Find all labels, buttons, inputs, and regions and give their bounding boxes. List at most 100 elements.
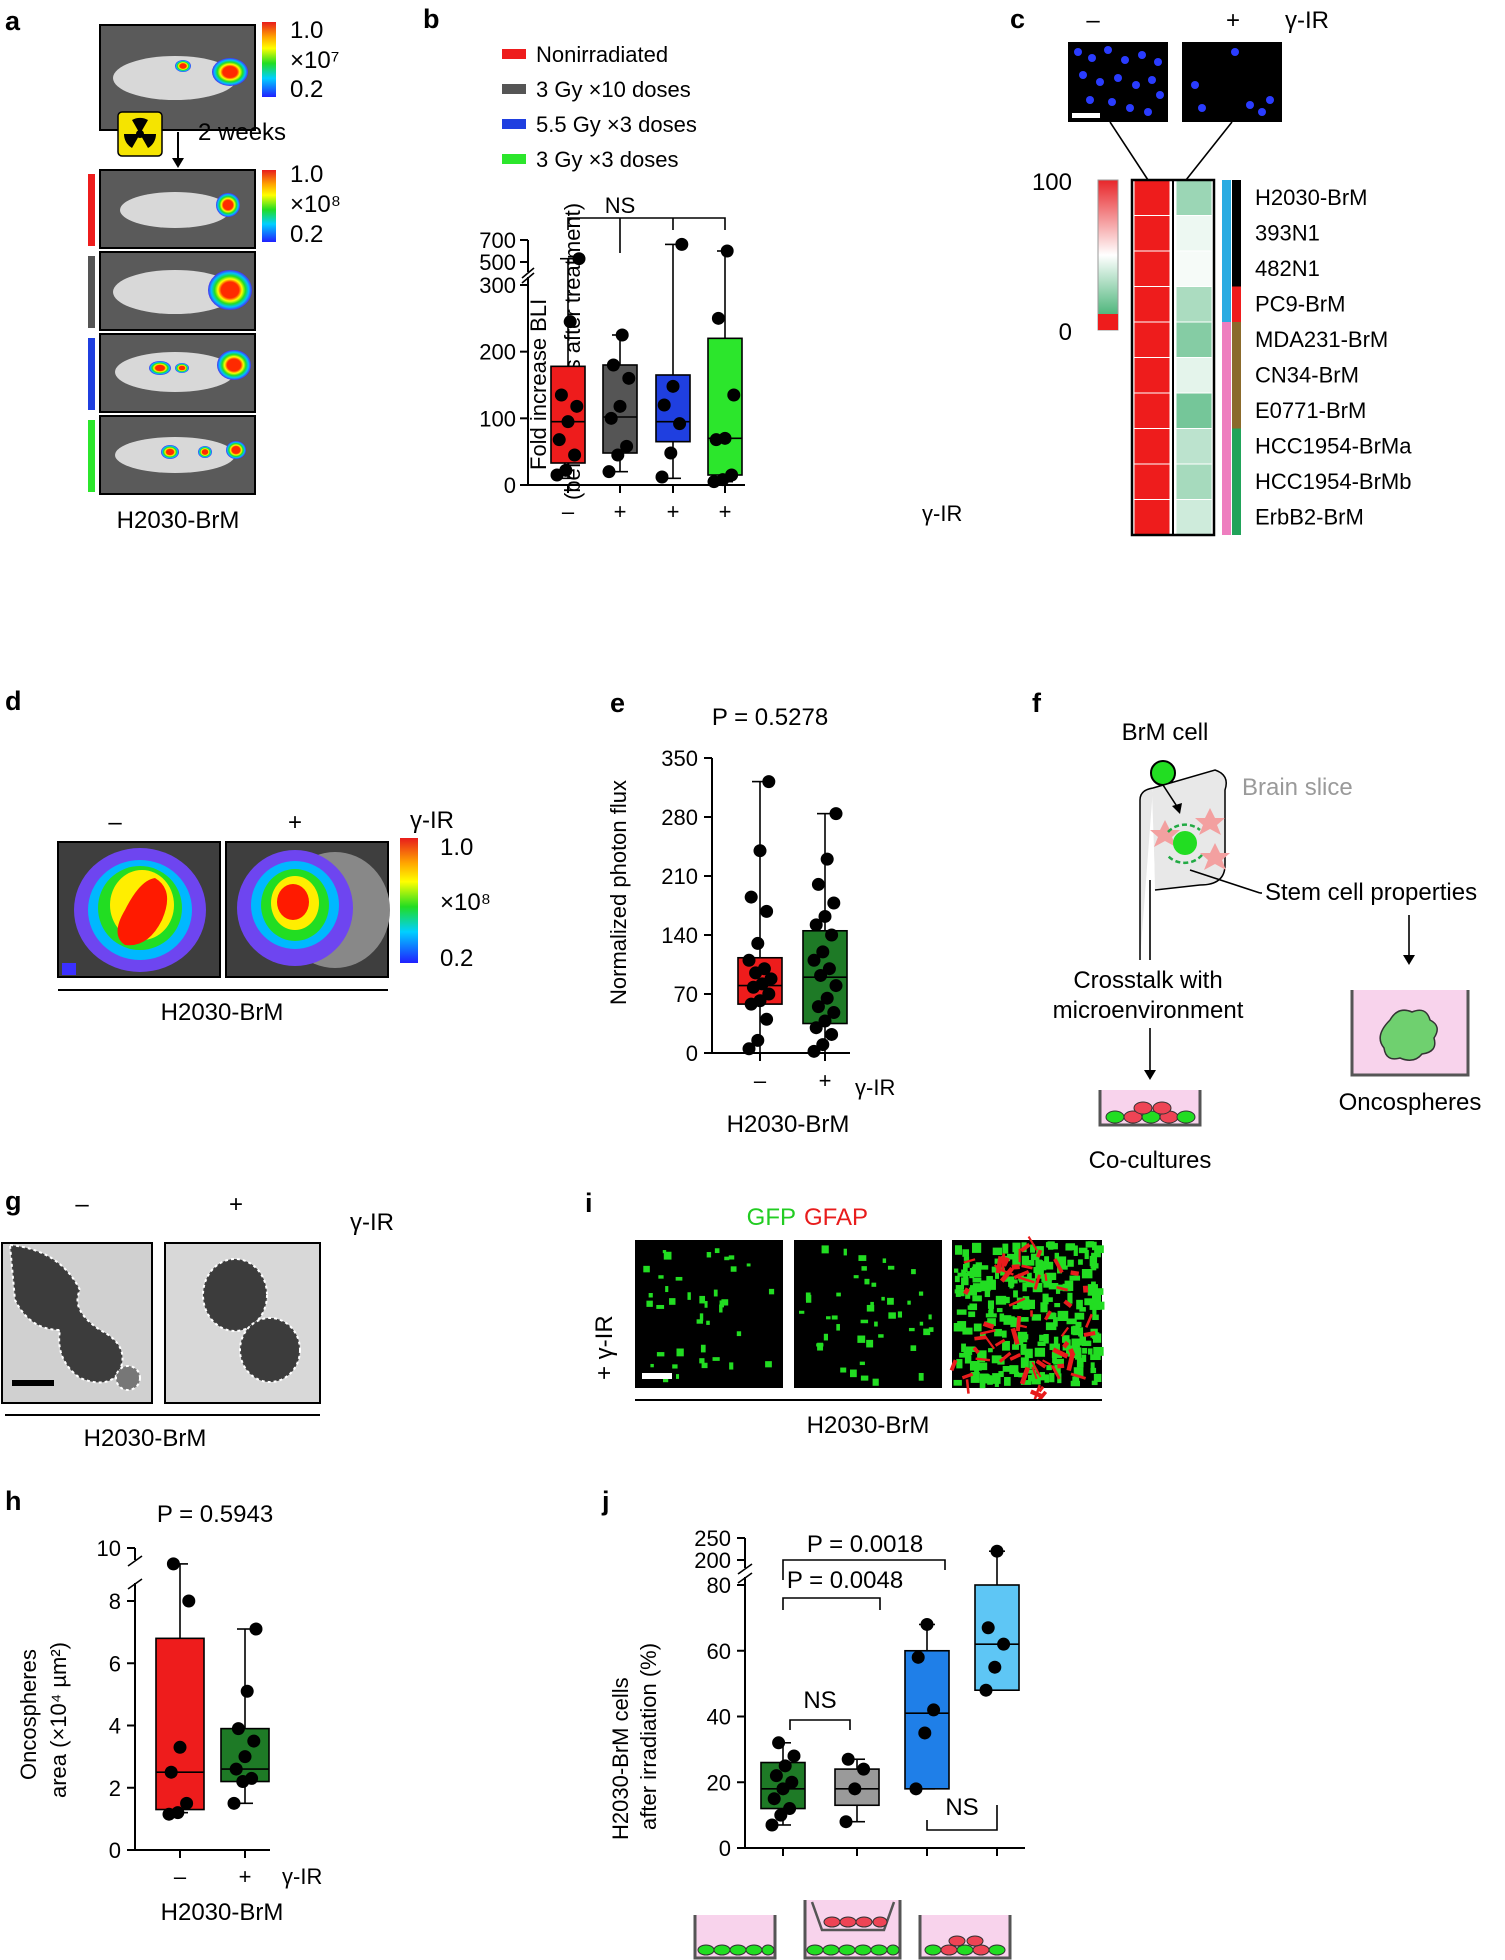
stat-label: NS: [605, 193, 636, 218]
bli-signal: [62, 963, 76, 975]
gfap-fiber: [1019, 1242, 1031, 1253]
legend-swatch: [502, 154, 526, 164]
gfp-speck: [1056, 1256, 1067, 1266]
gfp-speck: [1081, 1354, 1087, 1362]
y-tick-label: 20: [707, 1770, 731, 1795]
gfp-speck: [648, 1293, 653, 1298]
gfap-fiber: [1017, 1276, 1035, 1284]
x-tick-label: +: [614, 499, 627, 524]
gfp-speck: [1071, 1338, 1080, 1348]
gfp-speck: [1076, 1299, 1083, 1310]
gfap-fiber: [1031, 1361, 1042, 1378]
mouse-body: [115, 352, 235, 392]
panel-caption: H2030-BrM: [84, 1425, 207, 1452]
gfp-speck: [961, 1277, 969, 1286]
data-point: [166, 1557, 180, 1571]
gfp-speck: [962, 1327, 973, 1335]
gfp-speck: [1027, 1374, 1033, 1382]
scale-min: 0.2: [440, 945, 473, 972]
heatmap-cell: [1175, 392, 1213, 429]
data-point: [979, 1683, 993, 1697]
gfp-speck: [1054, 1252, 1060, 1263]
gfp-speck: [1012, 1344, 1019, 1350]
data-point: [818, 909, 832, 923]
gfp-speck: [1018, 1372, 1027, 1378]
axis-break: [521, 267, 535, 284]
y-tick-label: 500: [479, 250, 516, 275]
micrograph-1: [635, 1240, 783, 1388]
gfap-fiber: [1018, 1248, 1021, 1263]
gfp-speck: [1019, 1317, 1029, 1322]
heatmap-cell: [1133, 463, 1171, 500]
gfp-speck: [1091, 1252, 1101, 1258]
gfp-speck: [669, 1298, 676, 1305]
box: [904, 1649, 950, 1790]
gfp-speck: [1073, 1245, 1078, 1256]
gfp-speck: [713, 1289, 718, 1297]
gfp-speck: [675, 1276, 683, 1281]
oncosphere-icon: [1379, 1009, 1438, 1061]
bli-signal: [208, 270, 252, 310]
legend-label: 3 Gy ×10 doses: [536, 77, 691, 102]
data-point: [164, 1765, 178, 1779]
cell-line-label: HCC1954-BrMb: [1255, 469, 1412, 494]
gfp-speck: [977, 1350, 987, 1360]
data-point: [655, 470, 669, 484]
gfap-fiber: [980, 1329, 996, 1335]
side-label: + γ-IR: [591, 1315, 618, 1380]
y-tick-label: 0: [719, 1836, 731, 1861]
gfp-speck: [1000, 1268, 1005, 1276]
gfp-speck: [1021, 1255, 1030, 1266]
gfp-speck: [1081, 1340, 1092, 1347]
gfp-speck: [1042, 1261, 1054, 1270]
annotation-bar: [1232, 286, 1241, 322]
data-point: [611, 448, 625, 462]
data-point: [613, 399, 627, 413]
gfp-speck: [985, 1313, 997, 1318]
group-bar-3gy-x3: [88, 420, 95, 492]
cell-line-label: 393N1: [1255, 221, 1320, 246]
heatmap-cell: [1133, 215, 1171, 252]
gfp-speck: [961, 1269, 967, 1275]
gfp-speck: [665, 1286, 669, 1293]
gfp-speck: [1037, 1341, 1046, 1347]
heatmap-cell: [1133, 357, 1171, 394]
gfp-speck: [975, 1325, 980, 1331]
gfp-speck: [1034, 1268, 1044, 1279]
gfp-speck: [897, 1311, 903, 1318]
panel-c: c – + γ-IR 100 0 H2030-BrM 393N1 482N1 PC9-…: [1010, 4, 1412, 537]
data-point: [622, 371, 636, 385]
gfap-fiber: [1013, 1269, 1030, 1280]
gfap-fiber: [1035, 1359, 1047, 1369]
data-point: [807, 953, 821, 967]
gfp-speck: [821, 1245, 829, 1254]
gfp-speck: [956, 1309, 967, 1315]
gfp-speck: [956, 1359, 963, 1369]
data-point: [783, 1802, 797, 1816]
gfap-fiber: [1019, 1324, 1028, 1329]
arrow-head-icon: [1144, 1070, 1156, 1080]
box: [550, 365, 586, 464]
gfp-speck: [1009, 1279, 1018, 1284]
gfp-speck: [971, 1242, 982, 1253]
gfp-speck: [963, 1256, 970, 1261]
gfp-speck: [1049, 1372, 1055, 1383]
gfp-speck: [991, 1377, 999, 1383]
gfp-speck: [995, 1295, 1007, 1305]
gfap-fiber: [1070, 1372, 1087, 1380]
gfp-speck: [1001, 1296, 1010, 1304]
gfp-speck: [953, 1323, 964, 1332]
condition-plus: +: [288, 809, 302, 836]
gfp-speck: [984, 1290, 991, 1298]
gfp-speck: [986, 1275, 993, 1282]
gfp-speck: [910, 1345, 917, 1351]
data-point: [760, 1012, 774, 1026]
y-tick-label: 0: [109, 1838, 121, 1863]
gfp-speck: [1024, 1259, 1035, 1266]
gfp-speck: [959, 1352, 971, 1358]
gfap-fiber: [1070, 1270, 1080, 1276]
y-tick-label: 250: [694, 1526, 731, 1551]
panel-letter: e: [610, 688, 625, 718]
gfp-speck: [1022, 1296, 1030, 1305]
bli-hotspot: [117, 878, 168, 946]
